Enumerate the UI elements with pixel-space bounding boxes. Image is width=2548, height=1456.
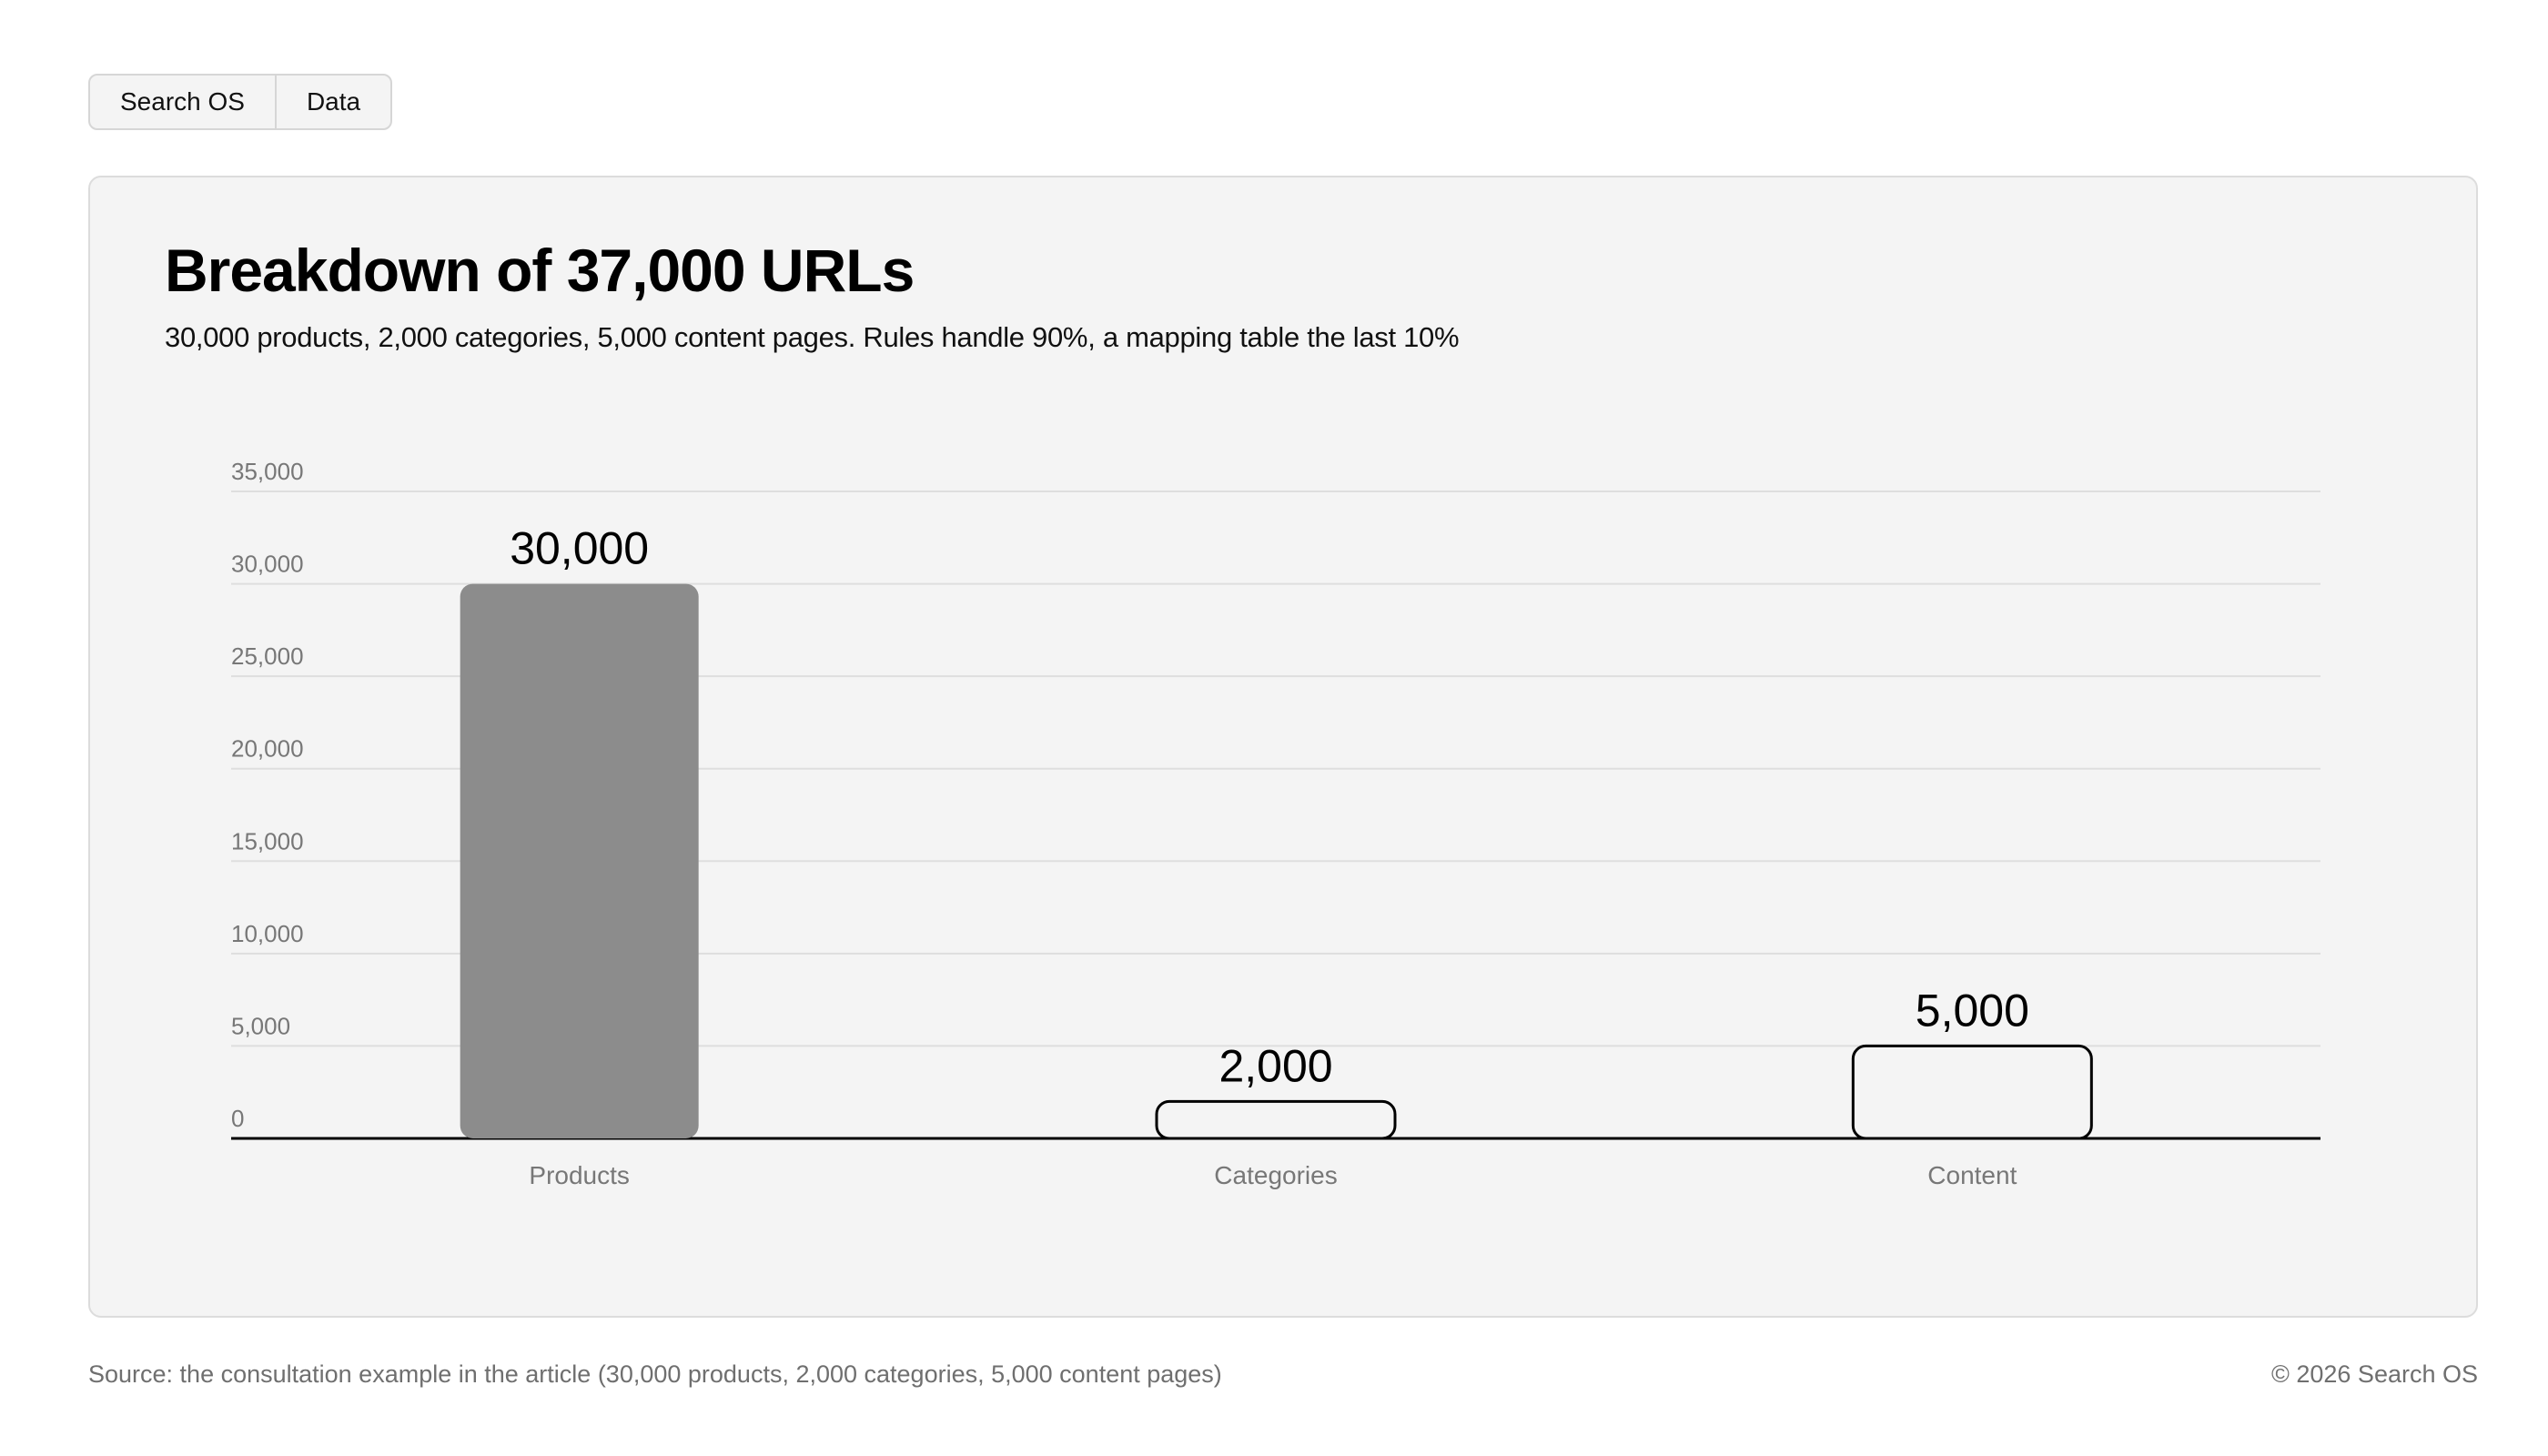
- x-tick-label: Categories: [1214, 1161, 1337, 1189]
- chart-subtitle: 30,000 products, 2,000 categories, 5,000…: [165, 321, 1460, 353]
- footer-copyright: © 2026 Search OS: [2270, 1360, 2478, 1388]
- y-tick-label: 30,000: [231, 551, 304, 578]
- tab-search-os[interactable]: Search OS: [120, 87, 245, 116]
- bar-products: [460, 583, 699, 1138]
- footer-source: Source: the consultation example in the …: [88, 1360, 1222, 1388]
- y-tick-label: 0: [231, 1105, 244, 1132]
- bar-categories: [1155, 1099, 1397, 1140]
- bar-content: [1851, 1044, 2093, 1140]
- y-tick-label: 25,000: [231, 642, 304, 670]
- x-tick-label: Content: [1927, 1161, 2017, 1189]
- y-tick-label: 20,000: [231, 735, 304, 763]
- y-tick-label: 35,000: [231, 458, 304, 485]
- bar-value-label: 2,000: [1218, 1040, 1332, 1091]
- y-tick-label: 15,000: [231, 827, 304, 854]
- label-layer: 0 5,000 10,000 15,000 20,000 25,000 30,000 35,0…: [231, 458, 2029, 1189]
- bar-chart: 0 5,000 10,000 15,000 20,000 25,000 30,000 35,0…: [231, 458, 2320, 1189]
- bar-layer: [460, 583, 2093, 1140]
- bar-value-label: 5,000: [1916, 985, 2029, 1036]
- tab-data[interactable]: Data: [274, 76, 390, 128]
- bar-value-label: 30,000: [510, 523, 649, 574]
- x-tick-label: Products: [529, 1161, 630, 1189]
- y-tick-label: 10,000: [231, 920, 304, 947]
- top-tabs: Search OS Data: [88, 74, 393, 130]
- chart-title: Breakdown of 37,000 URLs: [165, 237, 915, 304]
- chart-card: Breakdown of 37,000 URLs 30,000 products…: [88, 176, 2478, 1318]
- y-tick-label: 5,000: [231, 1012, 290, 1039]
